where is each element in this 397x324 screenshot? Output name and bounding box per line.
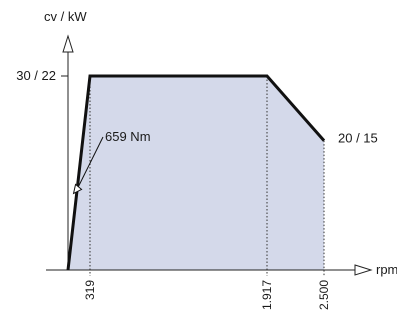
torque-pointer-line — [76, 136, 104, 191]
power-curve-line — [66, 74, 326, 271]
y-axis-label: cv / kW — [44, 9, 87, 24]
end-point-label: 20 / 15 — [338, 131, 378, 146]
x-tick-label: 1.917 — [260, 280, 274, 310]
y-tick-label: 30 / 22 — [16, 68, 56, 83]
annotations: 659 Nm 20 / 15 — [105, 129, 378, 146]
x-tick-label: 319 — [83, 280, 97, 300]
torque-pointer-arrowhead — [72, 183, 83, 195]
x-tick-label: 2.500 — [317, 280, 331, 310]
x-axis-arrow — [354, 264, 373, 276]
y-axis-arrow — [62, 34, 74, 53]
vertical-guide-lines — [89, 76, 325, 276]
torque-label: 659 Nm — [105, 129, 151, 144]
power-area-fill — [68, 76, 324, 270]
x-tick-labels: 319 1.917 2.500 — [83, 280, 331, 310]
x-axis-label: rpm — [376, 262, 397, 277]
y-tick-labels: 30 / 22 — [16, 68, 56, 83]
